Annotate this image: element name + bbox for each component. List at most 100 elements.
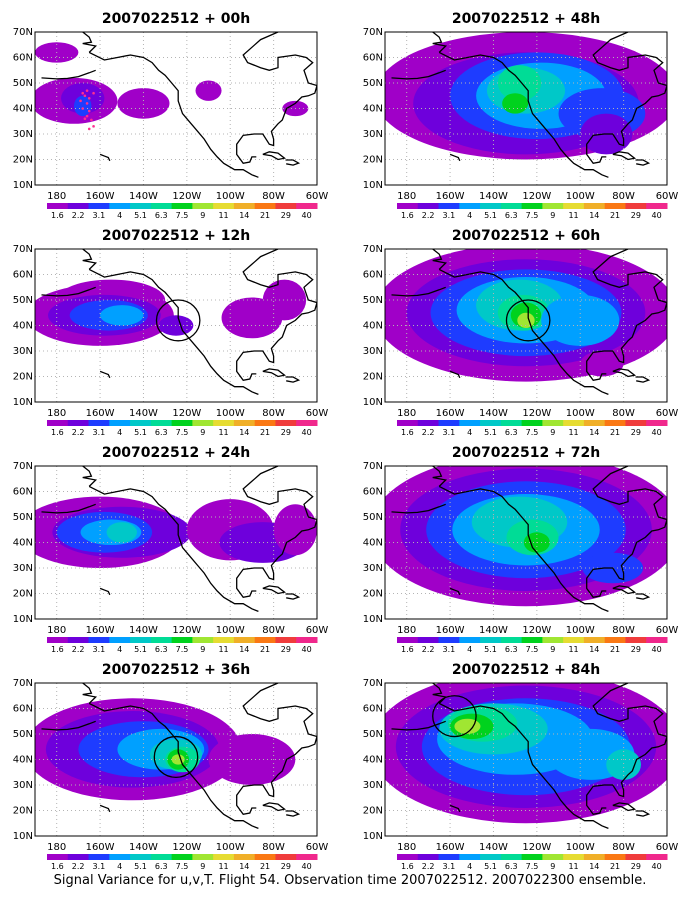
lat-tick-label: 50N (13, 78, 33, 89)
lon-tick-label: 180 (397, 408, 416, 419)
lon-tick-label: 100W (566, 625, 595, 636)
coastline-segment (586, 683, 667, 816)
lat-tick-label: 70N (363, 27, 383, 38)
variance-field (385, 683, 667, 824)
plot-frame (384, 682, 668, 837)
variance-contour (117, 88, 170, 119)
lat-tick-label: 20N (363, 155, 383, 166)
lat-tick-label: 30N (13, 780, 33, 791)
lon-tick-label: 60W (306, 191, 329, 202)
lat-tick-label: 20N (13, 589, 33, 600)
colorbar-swatch (88, 420, 110, 426)
variance-field (35, 698, 296, 801)
colorbar-swatch (171, 420, 193, 426)
colorbar-swatch (192, 854, 214, 860)
coastline-segment (82, 32, 98, 53)
colorbar-label: 3.1 (93, 862, 106, 871)
coastline-segment (391, 286, 446, 297)
colorbar-swatch (130, 854, 152, 860)
variance-field (385, 466, 667, 607)
coastline-segment (586, 249, 667, 382)
colorbar-swatch (254, 203, 276, 209)
colorbar-swatch (47, 637, 69, 643)
lon-tick-label: 140W (479, 842, 508, 853)
coastline-segment (285, 376, 301, 383)
colorbar-label: 29 (281, 645, 291, 654)
variance-field (35, 496, 317, 568)
lat-tick-label: 40N (363, 755, 383, 766)
colorbar-swatch (88, 854, 110, 860)
coastline-segment (432, 32, 448, 53)
coastline-segment (432, 466, 448, 487)
colorbar-label: 1.6 (51, 211, 64, 220)
lon-tick-label: 80W (262, 191, 285, 202)
colorbar-swatch (438, 637, 460, 643)
colorbar-label: 3.1 (93, 645, 106, 654)
target-circle (153, 735, 199, 778)
variance-field (385, 32, 667, 160)
colorbar-label: 11 (568, 862, 578, 871)
coastline-segment (236, 32, 317, 165)
lon-tick-label: 120W (172, 625, 201, 636)
colorbar-swatch (604, 854, 626, 860)
colorbar-label: 6.3 (505, 428, 518, 437)
lon-tick-label: 120W (172, 191, 201, 202)
colorbar-label: 29 (281, 428, 291, 437)
colorbar-label: 4 (467, 645, 472, 654)
colorbar-swatch (438, 203, 460, 209)
coastline-segment (88, 702, 259, 830)
lat-tick-label: 50N (13, 729, 33, 740)
coastline-segment (99, 370, 111, 379)
lon-tick-label: 180 (397, 191, 416, 202)
colorbar-label: 40 (652, 645, 662, 654)
coastline-segment (612, 585, 637, 595)
colorbar-swatch (296, 420, 318, 426)
panel-title: 2007022512 + 48h (452, 11, 600, 27)
lon-tick-label: 80W (262, 408, 285, 419)
colorbar-swatch (583, 637, 606, 643)
colorbar-swatch (296, 854, 318, 860)
colorbar-label: 21 (260, 862, 270, 871)
colorbar-label: 14 (589, 645, 599, 654)
map-panel: 2007022512 + 48h 10N 20N 30N 40N 50N 60N 70N 180… (363, 11, 679, 220)
variance-contour (158, 315, 194, 336)
panel-title: 2007022512 + 72h (452, 445, 600, 461)
lon-tick-label: 160W (436, 842, 465, 853)
lat-tick-label: 60N (363, 53, 383, 64)
colorbar-swatch (604, 637, 626, 643)
colorbar-label: 5.1 (484, 645, 497, 654)
colorbar-label: 21 (610, 211, 620, 220)
colorbar-label: 29 (631, 862, 641, 871)
colorbar-swatch (646, 420, 668, 426)
coastline-segment (438, 268, 609, 396)
colorbar-swatch (500, 203, 523, 209)
colorbar-swatch (521, 203, 543, 209)
lon-tick-label: 60W (656, 408, 679, 419)
variance-contour (74, 95, 92, 117)
colorbar-label: 5.1 (484, 211, 497, 220)
coastline-segment (262, 802, 287, 812)
coastline-segment (449, 804, 461, 813)
colorbar-swatch (275, 637, 297, 643)
colorbar-swatch (233, 420, 256, 426)
colorbar-label: 2.2 (422, 211, 435, 220)
lon-tick-label: 100W (216, 191, 245, 202)
colorbar-label: 9 (550, 645, 555, 654)
lat-tick-label: 60N (13, 487, 33, 498)
colorbar-swatch (296, 637, 318, 643)
plot-frame (384, 465, 668, 620)
coastline-segment (82, 466, 98, 487)
panel-title: 2007022512 + 12h (102, 228, 250, 244)
colorbar-label: 21 (260, 211, 270, 220)
lon-tick-label: 140W (129, 191, 158, 202)
colorbar-label: 3.1 (443, 211, 456, 220)
colorbar: 1.6 2.2 3.1 4 5.1 6.3 7.5 9 11 14 21 29 40 (397, 637, 668, 654)
coastline (41, 466, 317, 613)
coastline-segment (449, 153, 461, 162)
colorbar-label: 9 (200, 428, 205, 437)
coastline-segment (82, 683, 98, 704)
lon-tick-label: 60W (656, 842, 679, 853)
colorbar-label: 1.6 (401, 428, 414, 437)
lat-tick-label: 70N (363, 244, 383, 255)
